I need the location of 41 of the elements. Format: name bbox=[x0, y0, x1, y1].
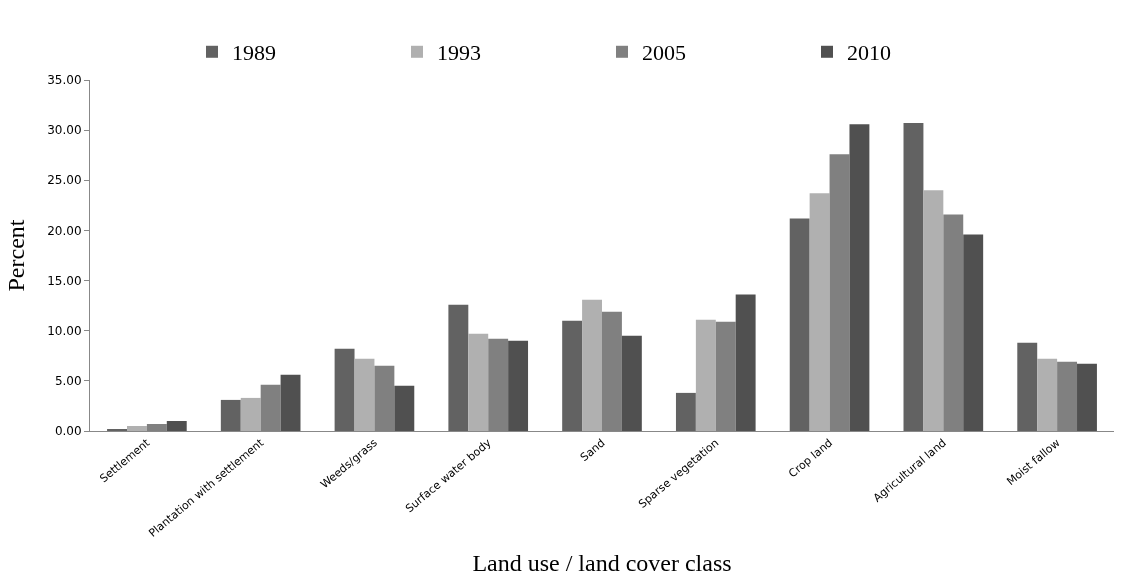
bar bbox=[240, 397, 261, 431]
y-axis-title: Percent bbox=[3, 219, 30, 292]
legend-label: 1989 bbox=[232, 40, 276, 66]
bar bbox=[675, 392, 696, 431]
bar bbox=[354, 358, 375, 431]
bar bbox=[126, 425, 147, 431]
bar bbox=[789, 218, 810, 431]
bar bbox=[468, 333, 489, 431]
bar bbox=[394, 385, 415, 431]
legend-label: 2010 bbox=[847, 40, 891, 66]
y-tick-label: 10.00 bbox=[47, 323, 82, 338]
bar bbox=[809, 193, 830, 431]
y-tick-label: 5.00 bbox=[54, 374, 82, 389]
bar bbox=[1077, 363, 1097, 431]
legend-label: 1993 bbox=[437, 40, 481, 66]
y-tick-label: 15.00 bbox=[47, 273, 82, 288]
bar bbox=[1037, 358, 1058, 431]
bar bbox=[562, 320, 583, 431]
bar bbox=[280, 374, 301, 431]
bar bbox=[621, 335, 642, 431]
y-tick-label: 25.00 bbox=[47, 173, 82, 188]
bar bbox=[508, 340, 529, 431]
bar bbox=[334, 348, 355, 431]
x-axis-title: Land use / land cover class bbox=[472, 550, 732, 577]
bar bbox=[1017, 342, 1038, 431]
y-tick-label: 20.00 bbox=[47, 223, 82, 238]
bar bbox=[166, 420, 187, 431]
bar bbox=[923, 190, 944, 431]
bar bbox=[448, 304, 469, 431]
bar bbox=[849, 124, 870, 431]
bar bbox=[220, 399, 241, 431]
legend-label: 2005 bbox=[642, 40, 686, 66]
bar bbox=[903, 123, 924, 431]
y-tick-label: 30.00 bbox=[47, 123, 82, 138]
bar bbox=[582, 299, 602, 431]
bar bbox=[107, 428, 127, 431]
y-tick-label: 0.00 bbox=[54, 424, 82, 439]
bar bbox=[695, 319, 716, 431]
bar bbox=[963, 234, 984, 431]
y-tick-label: 35.00 bbox=[47, 73, 82, 88]
bar bbox=[735, 294, 756, 431]
